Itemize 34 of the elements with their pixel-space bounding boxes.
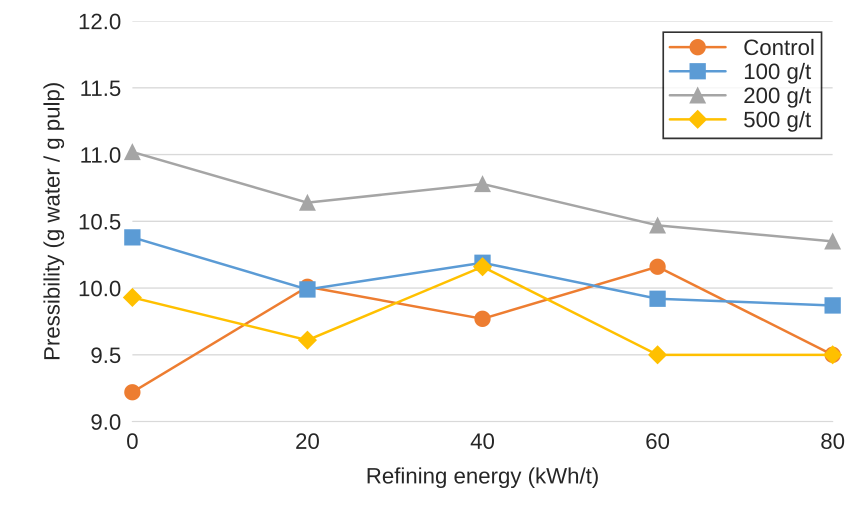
x-tick-label: 20: [296, 433, 319, 450]
x-tick-label: 80: [821, 433, 844, 450]
x-tick-label: 60: [646, 433, 670, 450]
point: [124, 144, 141, 160]
point: [299, 194, 316, 211]
point: [123, 288, 142, 307]
legend-label: 100 g/t: [744, 62, 812, 84]
point: [124, 384, 141, 400]
point: [824, 233, 841, 250]
point: [299, 281, 316, 298]
point: [649, 290, 666, 307]
y-tick-label: 11.0: [81, 147, 120, 163]
x-tick-label: 0: [127, 433, 138, 450]
point: [298, 330, 317, 350]
y-tick-label: 10.5: [80, 214, 120, 230]
y-tick-label: 9.0: [91, 414, 120, 430]
point: [648, 345, 667, 364]
point: [124, 229, 141, 246]
point: [649, 217, 666, 234]
y-tick-label: 11.5: [81, 80, 120, 96]
y-tick-label: 9.5: [91, 347, 120, 364]
x-tick-label: 40: [470, 433, 494, 450]
point: [473, 257, 492, 276]
legend-label: Control: [744, 38, 814, 56]
point: [649, 258, 666, 275]
point: [824, 297, 841, 314]
legend-label: 500 g/t: [744, 111, 812, 132]
point: [474, 176, 491, 192]
y-tick-label: 12.0: [80, 14, 120, 30]
legend-label: 200 g/t: [744, 86, 812, 108]
point: [474, 310, 491, 327]
y-tick-label: 10.0: [80, 280, 120, 296]
y-axis-title: Pressibility (g water / g pulp): [43, 83, 64, 360]
x-axis-title: Refining energy (kWh/t): [368, 467, 598, 488]
